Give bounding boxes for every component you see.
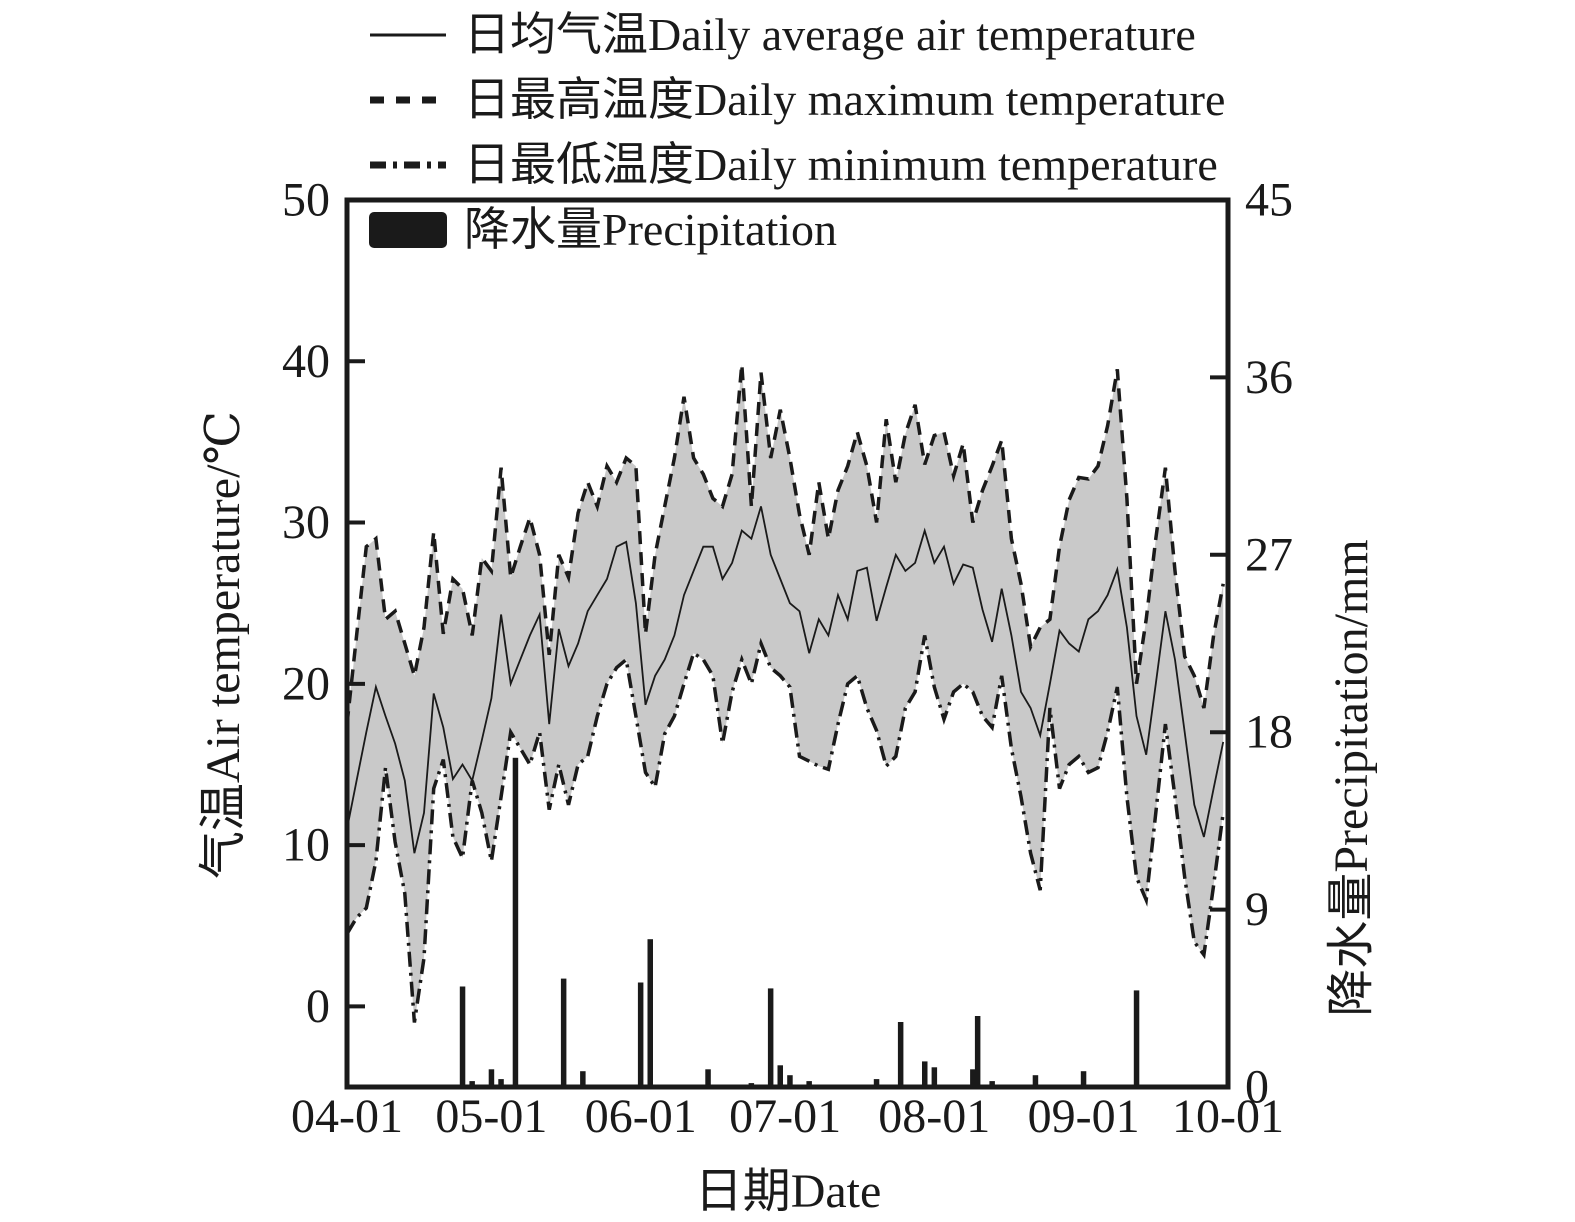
left-axis-tick-label: 40 xyxy=(282,335,330,388)
left-axis-tick-label: 20 xyxy=(282,657,330,710)
legend-item-precipitation: 降水量Precipitation xyxy=(368,197,1225,262)
precipitation-bar xyxy=(560,978,567,1087)
precipitation-bar xyxy=(1032,1075,1039,1087)
right-axis-tick-label: 0 xyxy=(1245,1061,1269,1114)
legend-label: 降水量Precipitation xyxy=(464,203,838,255)
precipitation-bar xyxy=(1133,990,1140,1087)
precipitation-bar xyxy=(897,1022,904,1087)
left-axis-tick-label: 10 xyxy=(282,819,330,872)
right-axis-title: 降水量Precipitation/mm xyxy=(1325,539,1378,1017)
precipitation-bar xyxy=(806,1081,812,1087)
left-axis-title: 气温Air temperature/℃ xyxy=(197,410,250,880)
precipitation-bar xyxy=(637,982,644,1087)
precipitation-bar xyxy=(1080,1071,1087,1087)
precipitation-bar xyxy=(647,939,653,1087)
legend-label: 日均气温Daily average air temperature xyxy=(464,8,1196,60)
legend-item-daily-minimum: 日最低温度Daily minimum temperature xyxy=(368,132,1225,197)
precipitation-bar xyxy=(777,1065,783,1087)
chart-legend: 日均气温Daily average air temperature 日最高温度D… xyxy=(368,2,1225,262)
right-axis-tick-label: 18 xyxy=(1245,706,1293,759)
daily-average-line xyxy=(346,506,1225,854)
daily-maximum-line xyxy=(345,364,1225,725)
x-axis-title: 日期Date xyxy=(694,1165,882,1218)
plot-border xyxy=(344,197,1231,1090)
x-axis-tick-label: 07-01 xyxy=(729,1090,841,1143)
precipitation-bar xyxy=(459,986,466,1087)
precipitation-bar xyxy=(989,1081,995,1087)
precipitation-bar xyxy=(974,1016,981,1087)
x-axis-tick-label: 04-01 xyxy=(291,1090,403,1143)
legend-label: 日最低温度Daily minimum temperature xyxy=(464,138,1218,190)
x-axis-tick-label: 08-01 xyxy=(878,1090,990,1143)
legend-label: 日最高温度Daily maximum temperature xyxy=(464,73,1226,125)
right-axis-tick-label: 36 xyxy=(1245,351,1293,404)
left-axis-tick-label: 50 xyxy=(282,174,330,227)
precipitation-bar xyxy=(705,1069,711,1087)
precipitation-bar xyxy=(498,1079,504,1087)
right-axis-tick-label: 9 xyxy=(1245,883,1269,936)
solid-line-icon xyxy=(370,33,446,36)
filled-bar-icon xyxy=(369,211,447,248)
legend-item-daily-maximum: 日最高温度Daily maximum temperature xyxy=(368,67,1225,132)
dashed-line-icon xyxy=(370,96,446,103)
precipitation-bar xyxy=(873,1079,880,1087)
legend-item-daily-average: 日均气温Daily average air temperature xyxy=(368,2,1225,67)
dash-dot-line-icon xyxy=(370,161,446,168)
precipitation-bar xyxy=(970,1069,976,1087)
precipitation-bar xyxy=(931,1067,938,1087)
right-axis-tick-label: 45 xyxy=(1245,174,1293,227)
right-axis-tick-label: 27 xyxy=(1245,528,1293,581)
precipitation-bar xyxy=(787,1075,793,1087)
x-axis-tick-label: 05-01 xyxy=(435,1090,547,1143)
precipitation-bar xyxy=(488,1069,495,1087)
precipitation-bar xyxy=(922,1061,928,1087)
precipitation-bar xyxy=(580,1071,586,1087)
precipitation-bar xyxy=(512,757,519,1087)
x-axis-tick-label: 09-01 xyxy=(1028,1090,1140,1143)
left-axis-tick-label: 0 xyxy=(306,980,330,1033)
x-axis-tick-label: 06-01 xyxy=(585,1090,697,1143)
precipitation-bar xyxy=(469,1081,475,1087)
precipitation-bar xyxy=(767,988,774,1087)
left-axis-tick-label: 30 xyxy=(282,496,330,549)
temperature-range-band xyxy=(347,364,1224,1023)
daily-minimum-line xyxy=(345,635,1225,1023)
x-axis-tick-label: 10-01 xyxy=(1172,1090,1284,1143)
